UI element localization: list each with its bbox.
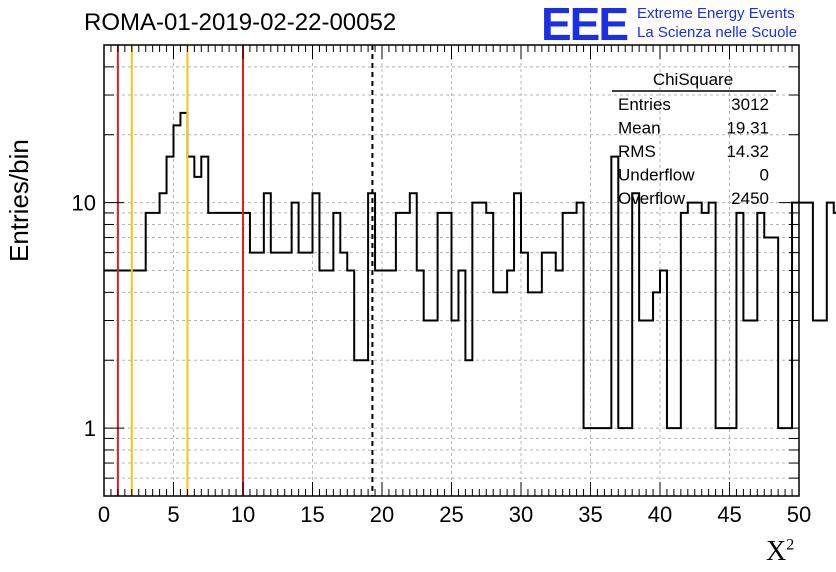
stats-row-value: 3012 <box>731 95 769 114</box>
stats-row-value: 2450 <box>731 189 769 208</box>
stats-row-value: 14.32 <box>726 142 769 161</box>
x-tick-label: 15 <box>300 502 324 527</box>
stats-row-label: Underflow <box>618 166 695 185</box>
x-tick-label: 45 <box>717 502 741 527</box>
histogram-series <box>104 111 836 430</box>
x-tick-label: 25 <box>439 502 463 527</box>
x-tick-label: 35 <box>578 502 602 527</box>
x-axis-label-exponent: 2 <box>786 536 795 554</box>
stats-row-value: 19.31 <box>726 119 769 138</box>
x-tick-label: 20 <box>370 502 394 527</box>
stats-box-title: ChiSquare <box>653 70 733 89</box>
stats-row-label: Entries <box>618 95 671 114</box>
stats-row-label: Mean <box>618 119 661 138</box>
eee-logo: EEE Extreme Energy Events La Scienza nel… <box>541 0 833 50</box>
logo-text-line1: Extreme Energy Events <box>637 5 795 22</box>
x-tick-label: 0 <box>98 502 110 527</box>
chart-title: ROMA-01-2019-02-22-00052 <box>84 9 397 36</box>
x-tick-label: 5 <box>167 502 179 527</box>
x-tick-label: 10 <box>231 502 255 527</box>
x-axis-label: X2 <box>766 536 794 568</box>
stats-row-value: 0 <box>760 166 769 185</box>
x-tick-label: 40 <box>648 502 672 527</box>
x-tick-label: 50 <box>787 502 811 527</box>
y-tick-label: 10 <box>72 191 96 216</box>
logo-text-line2: La Scienza nelle Scuole <box>637 24 798 41</box>
stats-row-label: Overflow <box>618 189 686 208</box>
eee-logo-mark: EEE <box>541 0 629 50</box>
x-axis-label-base: X <box>766 536 787 567</box>
stats-row-label: RMS <box>618 142 656 161</box>
y-tick-label: 1 <box>84 416 96 441</box>
x-tick-label: 30 <box>509 502 533 527</box>
